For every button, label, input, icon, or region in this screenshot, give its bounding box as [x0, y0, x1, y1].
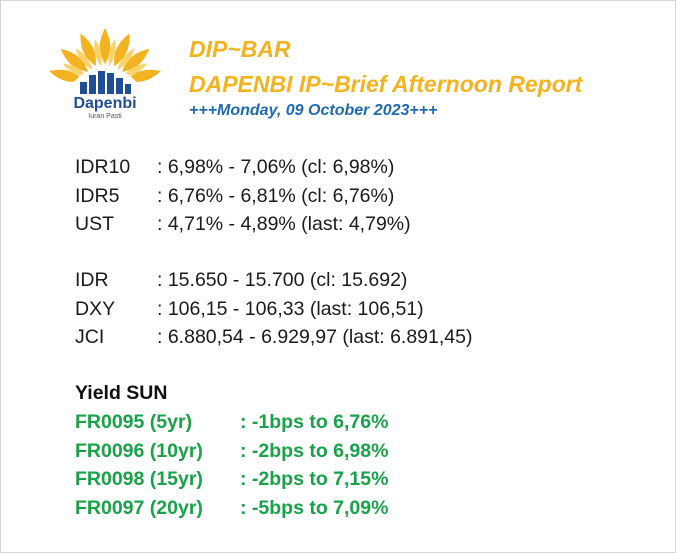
- report-subtitle: DAPENBI IP~Brief Afternoon Report: [189, 71, 583, 97]
- fx-name: JCI: [75, 326, 105, 348]
- rate-name: IDR5: [75, 184, 120, 207]
- yield-series: FR0097 (20yr): [75, 496, 203, 519]
- yield-row: FR0096 (10yr) : -2bps to 6,98%: [75, 437, 388, 466]
- yield-row: FR0098 (15yr) : -2bps to 7,15%: [75, 465, 388, 494]
- rate-name: IDR10: [75, 156, 131, 178]
- fx-value: : 15.650 - 15.700 (cl: 15.692): [157, 269, 408, 291]
- yield-title: Yield SUN: [75, 382, 168, 404]
- yield-series: FR0095 (5yr): [75, 411, 193, 433]
- dapenbi-logo: Dapenbi Iuran Pasti: [42, 24, 168, 140]
- yield-series: FR0096 (10yr): [75, 439, 203, 462]
- yield-row: FR0095 (5yr) : -1bps to 6,76%: [75, 408, 388, 437]
- yield-row: FR0097 (20yr) : -5bps to 7,09%: [75, 494, 388, 523]
- rate-value: : 6,98% - 7,06% (cl: 6,98%): [157, 156, 395, 178]
- yield-series: FR0098 (15yr): [75, 468, 203, 490]
- yield-section: Yield SUN FR0095 (5yr) : -1bps to 6,76% …: [75, 379, 388, 523]
- rate-name: UST: [75, 213, 114, 235]
- fx-value: : 6.880,54 - 6.929,97 (last: 6.891,45): [157, 326, 473, 348]
- rate-value: : 4,71% - 4,89% (last: 4,79%): [157, 213, 411, 235]
- fx-name: DXY: [75, 297, 116, 320]
- yield-change: : -2bps to 6,98%: [240, 439, 389, 462]
- rate-value: : 6,76% - 6,81% (cl: 6,76%): [157, 184, 395, 207]
- logo-tagline: Iuran Pasti: [88, 113, 122, 120]
- yield-change: : -1bps to 6,76%: [240, 411, 389, 433]
- logo-name: Dapenbi: [73, 95, 137, 112]
- fx-name: IDR: [75, 269, 109, 291]
- fx-value: : 106,15 - 106,33 (last: 106,51): [157, 297, 424, 320]
- yield-change: : -2bps to 7,15%: [240, 468, 389, 490]
- report-date: +++Monday, 09 October 2023+++: [189, 102, 438, 119]
- report-title: DIP~BAR: [189, 36, 291, 62]
- sunflower-logo-icon: [48, 28, 162, 94]
- yield-change: : -5bps to 7,09%: [240, 496, 389, 519]
